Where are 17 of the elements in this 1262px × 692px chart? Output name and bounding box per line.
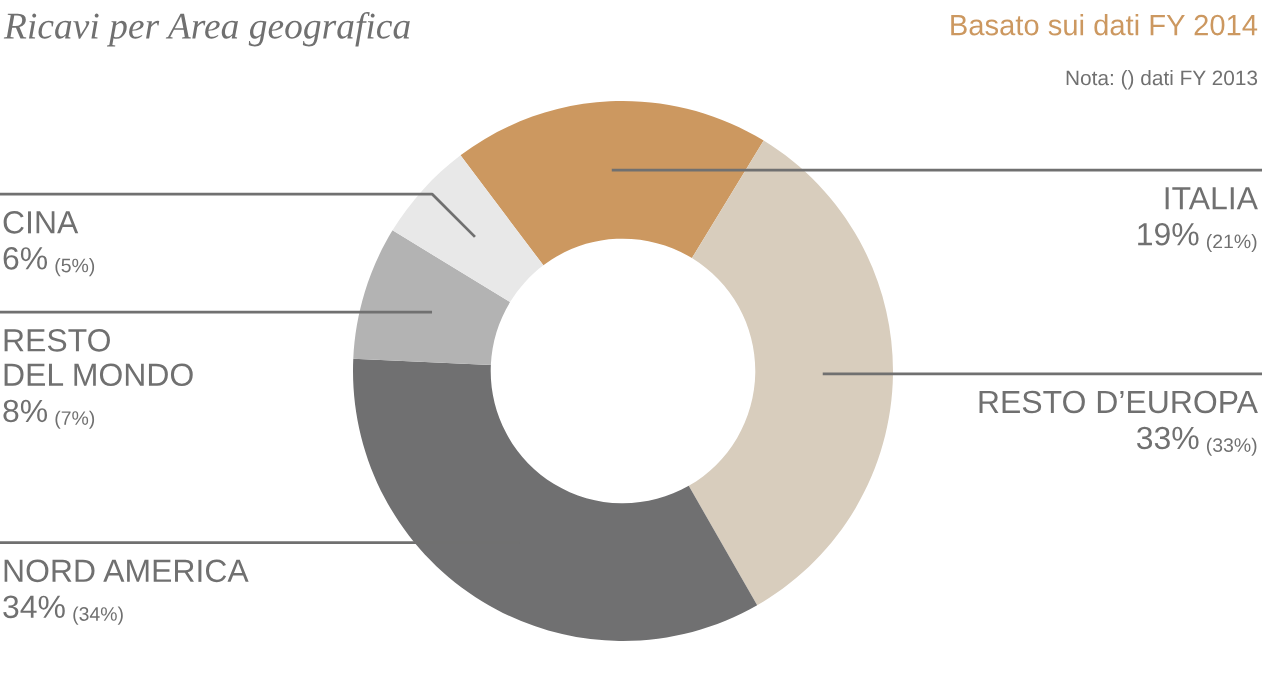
data-label: 19% (21%): [1138, 222, 1257, 253]
slice-label: RESTO DEL MONDO: [4, 329, 193, 387]
data-label: 8% (7%): [3, 399, 95, 429]
data-label: 33% (33%): [1136, 426, 1257, 456]
donut-slice: [392, 155, 544, 303]
slice-label: ITALIA: [1165, 187, 1258, 210]
slice-label: CINA: [3, 211, 79, 234]
slice-label: NORD AMERICA: [4, 559, 249, 583]
chart-title: Ricavi per Area geografica: [3, 12, 410, 47]
data-label: 34% (34%): [3, 595, 123, 625]
chart-subtitle: Basato sui dati FY 2014: [951, 14, 1258, 36]
text: Nota: () dati FY 2013: [1066, 70, 1258, 90]
donut-slice: [688, 140, 893, 606]
data-label: 6% (5%): [3, 247, 95, 277]
donut-slice: [353, 230, 511, 365]
donut-slice: [460, 101, 764, 266]
slice-label: RESTO D’EUROPA: [979, 390, 1258, 414]
